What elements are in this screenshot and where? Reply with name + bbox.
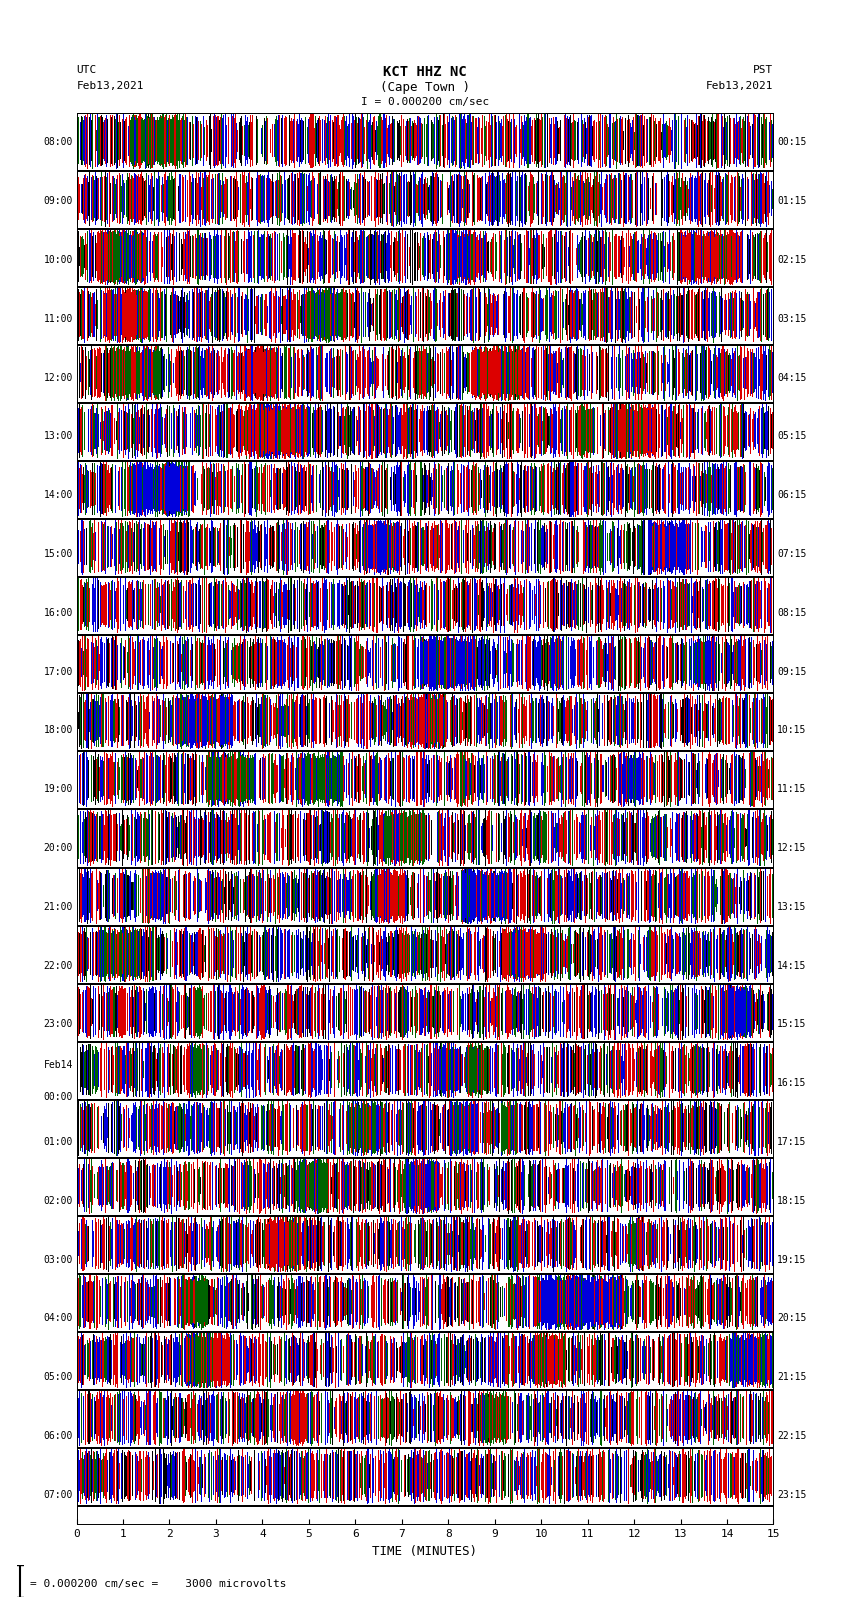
Text: 23:15: 23:15 xyxy=(777,1490,807,1500)
Text: 05:15: 05:15 xyxy=(777,431,807,442)
Text: 12:15: 12:15 xyxy=(777,844,807,853)
Text: 09:00: 09:00 xyxy=(43,197,73,206)
Text: 22:00: 22:00 xyxy=(43,961,73,971)
Text: 23:00: 23:00 xyxy=(43,1019,73,1029)
Text: 11:15: 11:15 xyxy=(777,784,807,794)
Text: 12:00: 12:00 xyxy=(43,373,73,382)
Text: 20:00: 20:00 xyxy=(43,844,73,853)
Text: 14:15: 14:15 xyxy=(777,961,807,971)
Text: 13:00: 13:00 xyxy=(43,431,73,442)
Text: Feb14: Feb14 xyxy=(43,1060,73,1069)
Text: 13:15: 13:15 xyxy=(777,902,807,911)
Text: 17:00: 17:00 xyxy=(43,666,73,676)
Text: Feb13,2021: Feb13,2021 xyxy=(76,81,144,90)
Text: 06:00: 06:00 xyxy=(43,1431,73,1440)
Text: (Cape Town ): (Cape Town ) xyxy=(380,81,470,94)
Text: 19:00: 19:00 xyxy=(43,784,73,794)
Text: UTC: UTC xyxy=(76,65,97,74)
Text: 00:15: 00:15 xyxy=(777,137,807,147)
Text: 03:00: 03:00 xyxy=(43,1255,73,1265)
Text: 01:15: 01:15 xyxy=(777,197,807,206)
Text: 04:00: 04:00 xyxy=(43,1313,73,1323)
Text: 03:15: 03:15 xyxy=(777,315,807,324)
Text: 01:00: 01:00 xyxy=(43,1137,73,1147)
Text: 15:00: 15:00 xyxy=(43,548,73,560)
Text: KCT HHZ NC: KCT HHZ NC xyxy=(383,65,467,79)
Text: 02:15: 02:15 xyxy=(777,255,807,265)
Text: 10:00: 10:00 xyxy=(43,255,73,265)
Text: 07:15: 07:15 xyxy=(777,548,807,560)
Text: 07:00: 07:00 xyxy=(43,1490,73,1500)
Text: PST: PST xyxy=(753,65,774,74)
Text: 14:00: 14:00 xyxy=(43,490,73,500)
Text: 08:15: 08:15 xyxy=(777,608,807,618)
Text: 16:15: 16:15 xyxy=(777,1077,807,1089)
Text: 06:15: 06:15 xyxy=(777,490,807,500)
X-axis label: TIME (MINUTES): TIME (MINUTES) xyxy=(372,1545,478,1558)
Text: 08:00: 08:00 xyxy=(43,137,73,147)
Text: 09:15: 09:15 xyxy=(777,666,807,676)
Text: 21:15: 21:15 xyxy=(777,1373,807,1382)
Text: 22:15: 22:15 xyxy=(777,1431,807,1440)
Text: 04:15: 04:15 xyxy=(777,373,807,382)
Text: 20:15: 20:15 xyxy=(777,1313,807,1323)
Text: 15:15: 15:15 xyxy=(777,1019,807,1029)
Text: 21:00: 21:00 xyxy=(43,902,73,911)
Text: 19:15: 19:15 xyxy=(777,1255,807,1265)
Text: 16:00: 16:00 xyxy=(43,608,73,618)
Text: 10:15: 10:15 xyxy=(777,726,807,736)
Text: Feb13,2021: Feb13,2021 xyxy=(706,81,774,90)
Text: 18:15: 18:15 xyxy=(777,1195,807,1207)
Text: 17:15: 17:15 xyxy=(777,1137,807,1147)
Text: 02:00: 02:00 xyxy=(43,1195,73,1207)
Text: 11:00: 11:00 xyxy=(43,315,73,324)
Text: 00:00: 00:00 xyxy=(43,1092,73,1102)
Text: = 0.000200 cm/sec =    3000 microvolts: = 0.000200 cm/sec = 3000 microvolts xyxy=(30,1579,286,1589)
Text: I = 0.000200 cm/sec: I = 0.000200 cm/sec xyxy=(361,97,489,106)
Text: 05:00: 05:00 xyxy=(43,1373,73,1382)
Text: 18:00: 18:00 xyxy=(43,726,73,736)
